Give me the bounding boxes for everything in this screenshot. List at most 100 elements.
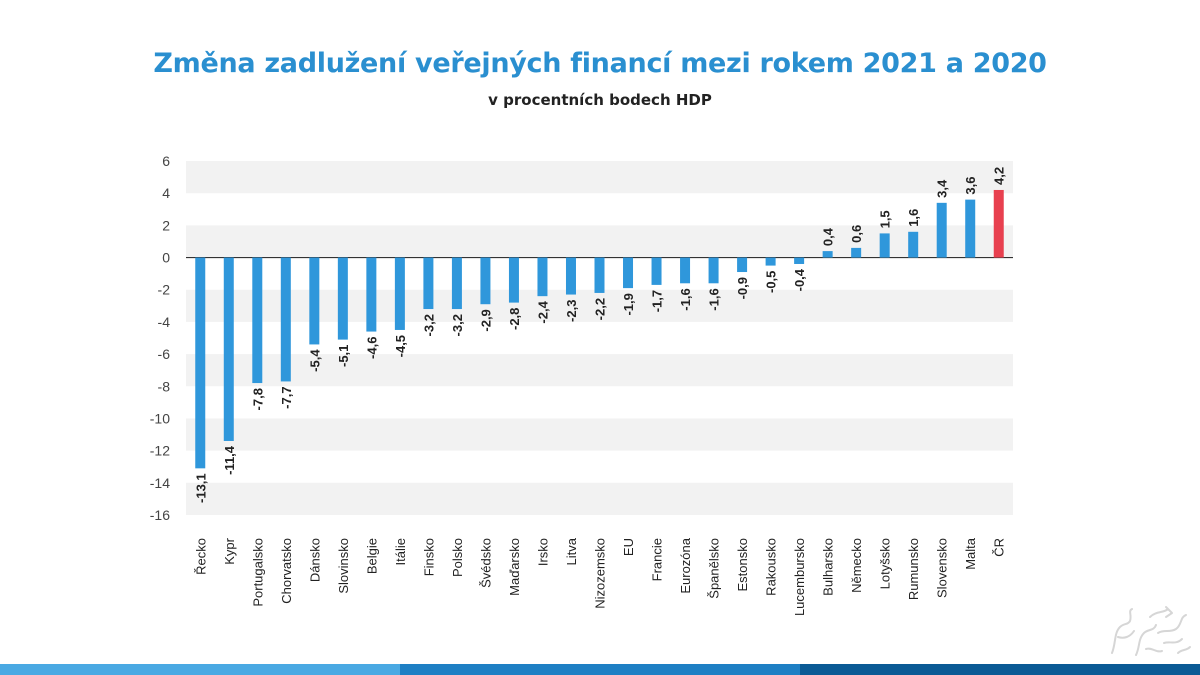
bar	[623, 257, 634, 289]
category-label: Litva	[564, 537, 579, 565]
category-label: Rakousko	[764, 538, 779, 596]
y-tick-label: 2	[162, 217, 170, 233]
category-label: Lotyšsko	[878, 538, 893, 589]
bar	[936, 202, 947, 258]
data-label: -2,2	[593, 298, 608, 320]
category-label: EU	[621, 538, 636, 556]
bar	[993, 189, 1004, 258]
data-label: -3,2	[421, 314, 436, 336]
footer-bar-dark	[800, 664, 1200, 675]
bar	[337, 257, 348, 340]
data-label: -4,5	[393, 335, 408, 357]
data-label: -0,4	[792, 268, 807, 291]
data-label: 1,5	[878, 210, 893, 228]
data-label: -0,5	[764, 271, 779, 293]
bar	[822, 251, 833, 258]
bar	[394, 257, 405, 330]
category-label: Francie	[650, 538, 665, 581]
category-label: Belgie	[364, 538, 379, 574]
data-label: -1,6	[707, 288, 722, 310]
data-label: -2,3	[564, 300, 579, 322]
bar	[908, 231, 919, 258]
y-tick-label: 6	[162, 153, 170, 169]
bar	[451, 257, 462, 310]
category-label: Německo	[849, 538, 864, 593]
data-label: -7,7	[279, 386, 294, 408]
category-label: Švédsko	[478, 538, 493, 588]
czech-lion-emblem-icon	[1111, 606, 1191, 656]
category-label: Kypr	[222, 537, 237, 564]
bar	[223, 257, 234, 441]
bar	[423, 257, 434, 310]
grid-band	[186, 289, 1013, 322]
category-label: Polsko	[450, 538, 465, 577]
data-label: -1,7	[650, 290, 665, 312]
category-label: Maďarsko	[507, 538, 522, 596]
y-tick-label: -10	[150, 410, 170, 426]
bar	[651, 257, 662, 285]
data-label: -3,2	[450, 314, 465, 336]
y-tick-label: 0	[162, 250, 170, 266]
grid-band	[186, 418, 1013, 451]
data-label: -5,1	[336, 345, 351, 367]
y-tick-label: -12	[150, 443, 170, 459]
data-label: -7,8	[250, 388, 265, 410]
bar	[879, 233, 890, 258]
data-label: -4,6	[364, 337, 379, 359]
category-label: Lucembursko	[792, 538, 807, 616]
category-label: Nizozemsko	[593, 538, 608, 609]
grid-band	[186, 482, 1013, 515]
bar	[680, 257, 691, 284]
data-label: -13,1	[193, 473, 208, 503]
bar	[708, 257, 719, 284]
data-label: 0,4	[821, 227, 836, 246]
y-tick-label: 4	[162, 185, 170, 201]
bar-chart: 6 4 2 0 -2 -4 -6 -8 -10 -12 -14 -16 -13,1 Řecko -11,4 K…	[150, 153, 1013, 616]
footer-bar-mid	[400, 664, 800, 675]
chart-subtitle: v procentních bodech HDP	[488, 91, 712, 109]
data-label: 3,6	[963, 177, 978, 195]
category-label: Malta	[963, 537, 978, 570]
bar	[794, 257, 805, 264]
bar	[765, 257, 776, 266]
category-label: Portugalsko	[250, 538, 265, 607]
bar	[366, 257, 377, 332]
data-label: -0,9	[735, 277, 750, 299]
bar	[965, 199, 976, 258]
y-tick-label: -4	[158, 314, 171, 330]
bar	[280, 257, 291, 382]
data-label: -5,4	[307, 349, 322, 372]
category-label: Eurozóna	[678, 537, 693, 593]
category-label: Dánsko	[307, 538, 322, 582]
data-label: -1,6	[678, 288, 693, 310]
bar	[565, 257, 576, 295]
bar	[737, 257, 748, 273]
bar	[537, 257, 548, 297]
data-label: 3,4	[935, 179, 950, 198]
category-label: Itálie	[393, 538, 408, 565]
bar	[480, 257, 491, 305]
data-label: -2,8	[507, 308, 522, 330]
category-label: Španělsko	[707, 538, 722, 599]
bar	[309, 257, 320, 345]
grid-band	[186, 161, 1013, 194]
data-label: -1,9	[621, 293, 636, 315]
bar	[252, 257, 263, 384]
chart-title: Změna zadlužení veřejných financí mezi r…	[153, 48, 1047, 79]
category-label: ČR	[992, 538, 1007, 557]
category-label: Rumunsko	[906, 538, 921, 600]
data-label: 4,2	[992, 167, 1007, 185]
category-label: Bulharsko	[821, 538, 836, 596]
data-label: -2,9	[478, 309, 493, 331]
data-label: -11,4	[222, 445, 237, 475]
y-tick-label: -14	[150, 475, 170, 491]
category-label: Slovinsko	[336, 538, 351, 594]
category-label: Slovensko	[935, 538, 950, 598]
bar	[508, 257, 519, 303]
grid-band	[186, 354, 1013, 387]
bar	[594, 257, 605, 293]
data-label: 0,6	[849, 225, 864, 243]
category-label: Řecko	[193, 538, 208, 575]
category-label: Irsko	[535, 538, 550, 566]
category-label: Estonsko	[735, 538, 750, 591]
